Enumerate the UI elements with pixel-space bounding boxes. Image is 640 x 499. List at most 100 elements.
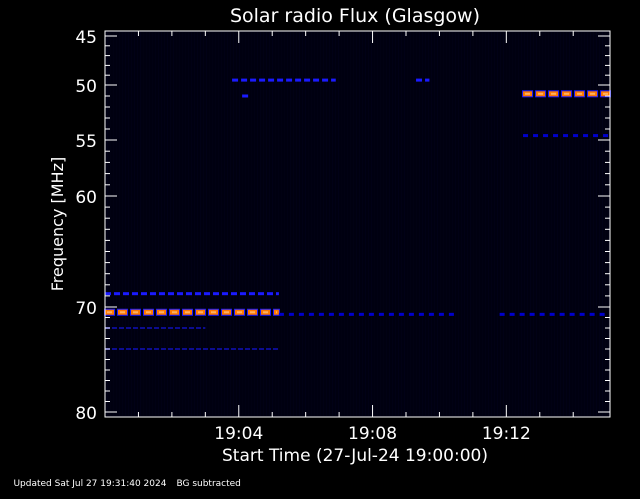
noise-column bbox=[335, 32, 336, 416]
y-tick-label: 45 bbox=[75, 28, 97, 48]
noise-column bbox=[437, 32, 438, 416]
emission-band-weak bbox=[268, 78, 275, 82]
noise-column bbox=[266, 32, 267, 416]
noise-column bbox=[530, 32, 531, 416]
emission-band-medium bbox=[308, 312, 314, 316]
noise-column bbox=[428, 32, 429, 416]
noise-column bbox=[161, 32, 162, 416]
emission-band-medium bbox=[573, 134, 579, 138]
noise-column bbox=[518, 32, 519, 416]
noise-column bbox=[302, 32, 303, 416]
spectrogram-chart: 45 50 55 60 70 80 19:04 19:08 19:12 Solar radio… bbox=[48, 5, 611, 466]
noise-column bbox=[236, 32, 237, 416]
noise-column bbox=[269, 32, 270, 416]
emission-band-faint bbox=[175, 327, 180, 329]
emission-band-medium bbox=[358, 312, 364, 316]
emission-core bbox=[198, 311, 203, 314]
emission-core bbox=[538, 92, 544, 95]
emission-band-faint bbox=[126, 348, 131, 350]
emission-band-faint bbox=[217, 348, 222, 350]
emission-band-weak bbox=[304, 78, 311, 82]
emission-band-faint bbox=[119, 327, 124, 329]
noise-column bbox=[506, 32, 507, 416]
noise-column bbox=[473, 32, 474, 416]
noise-column bbox=[587, 32, 588, 416]
noise-column bbox=[359, 32, 360, 416]
footer: Updated Sat Jul 27 19:31:40 2024 BG subtr… bbox=[2, 469, 251, 499]
bg-note: BG subtracted bbox=[176, 479, 241, 489]
noise-column bbox=[122, 32, 123, 416]
emission-band-faint bbox=[259, 348, 264, 350]
noise-column bbox=[605, 32, 606, 416]
emission-core bbox=[107, 311, 112, 314]
emission-band-weak bbox=[276, 292, 279, 296]
noise-column bbox=[362, 32, 363, 416]
emission-band-medium bbox=[509, 312, 515, 316]
noise-column bbox=[287, 32, 288, 416]
emission-band-medium bbox=[529, 312, 535, 316]
emission-band-medium bbox=[318, 312, 324, 316]
emission-core bbox=[551, 92, 557, 95]
noise-column bbox=[251, 32, 252, 416]
noise-column bbox=[569, 32, 570, 416]
emission-band-faint bbox=[154, 327, 159, 329]
noise-column bbox=[179, 32, 180, 416]
emission-band-weak bbox=[195, 292, 201, 296]
noise-column bbox=[461, 32, 462, 416]
noise-column bbox=[371, 32, 372, 416]
noise-column bbox=[542, 32, 543, 416]
noise-column bbox=[128, 32, 129, 416]
emission-core bbox=[250, 311, 255, 314]
noise-column bbox=[152, 32, 153, 416]
y-tick-label: 80 bbox=[75, 404, 97, 424]
emission-band-weak bbox=[114, 292, 120, 296]
noise-column bbox=[206, 32, 207, 416]
emission-band-faint bbox=[245, 348, 250, 350]
x-tick-label: 19:08 bbox=[348, 424, 397, 444]
updated-timestamp: Updated Sat Jul 27 19:31:40 2024 bbox=[13, 479, 167, 489]
x-axis: 19:04 19:08 19:12 bbox=[137, 31, 574, 444]
emission-band-faint bbox=[133, 327, 138, 329]
noise-column bbox=[494, 32, 495, 416]
noise-column bbox=[479, 32, 480, 416]
emission-band-medium bbox=[438, 312, 444, 316]
emission-band-medium bbox=[368, 312, 374, 316]
emission-band-medium bbox=[569, 312, 575, 316]
noise-column bbox=[233, 32, 234, 416]
emission-band-weak bbox=[159, 292, 165, 296]
noise-column bbox=[389, 32, 390, 416]
noise-column bbox=[356, 32, 357, 416]
noise-column bbox=[401, 32, 402, 416]
emission-band-medium bbox=[388, 312, 394, 316]
noise-column bbox=[500, 32, 501, 416]
noise-column bbox=[299, 32, 300, 416]
noise-column bbox=[164, 32, 165, 416]
emission-band-medium bbox=[563, 134, 569, 138]
emission-band-medium bbox=[603, 134, 609, 138]
noise-column bbox=[515, 32, 516, 416]
noise-column bbox=[317, 32, 318, 416]
noise-column bbox=[440, 32, 441, 416]
noise-column bbox=[503, 32, 504, 416]
noise-column bbox=[425, 32, 426, 416]
noise-column bbox=[278, 32, 279, 416]
noise-column bbox=[383, 32, 384, 416]
emission-band-medium bbox=[533, 134, 539, 138]
emission-band-medium bbox=[328, 312, 334, 316]
noise-column bbox=[410, 32, 411, 416]
noise-column bbox=[548, 32, 549, 416]
emission-core bbox=[525, 92, 531, 95]
emission-band-medium bbox=[549, 312, 555, 316]
noise-column bbox=[314, 32, 315, 416]
noise-column bbox=[443, 32, 444, 416]
noise-column bbox=[158, 32, 159, 416]
emission-band-medium bbox=[398, 312, 404, 316]
noise-column bbox=[176, 32, 177, 416]
noise-column bbox=[125, 32, 126, 416]
emission-band-weak bbox=[425, 78, 430, 82]
emission-band-medium bbox=[543, 134, 549, 138]
noise-column bbox=[254, 32, 255, 416]
emission-core bbox=[564, 92, 570, 95]
emission-band-medium bbox=[593, 134, 599, 138]
emission-band-medium bbox=[589, 312, 595, 316]
